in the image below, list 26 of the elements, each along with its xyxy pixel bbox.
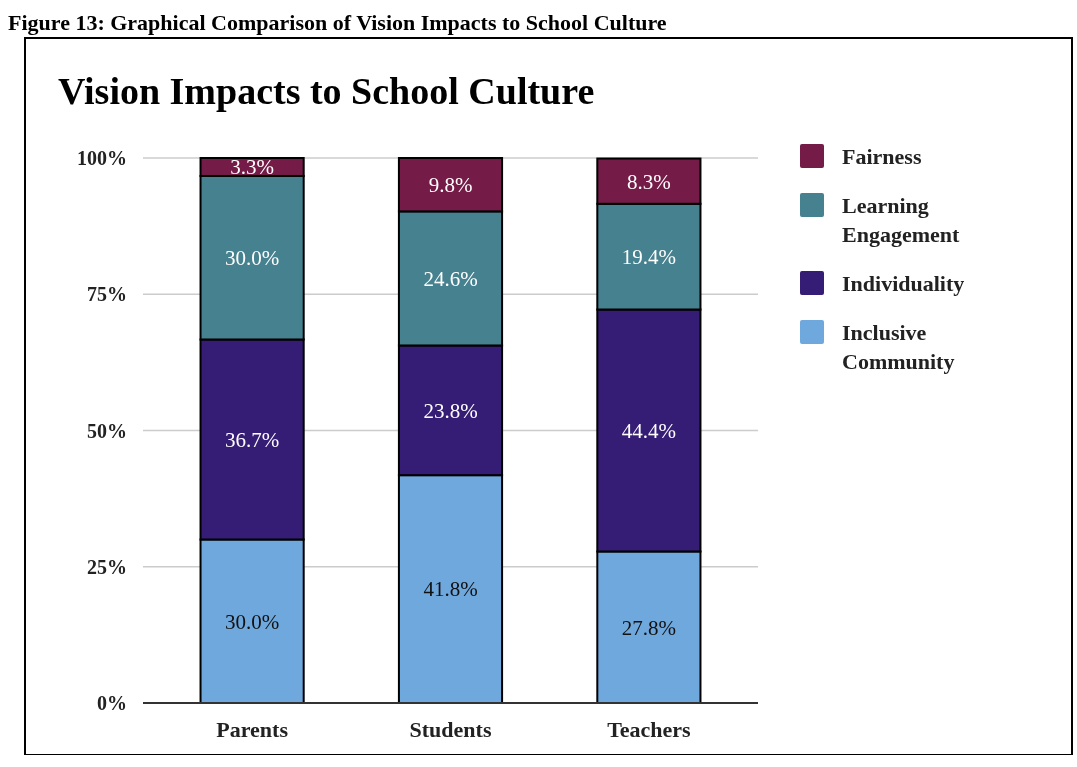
data-label: 3.3% [230,155,274,180]
chart-title: Vision Impacts to School Culture [58,70,595,112]
y-tick-label: 50% [87,419,127,442]
y-tick-label: 100% [77,147,127,169]
data-label: 36.7% [224,427,280,452]
legend-label: Individuality [842,271,965,296]
data-label: 23.8% [423,398,478,423]
data-label: 9.8% [428,173,473,198]
data-label: 19.4% [621,245,677,269]
caption: Figure 13: Graphical Comparison of Vision Impacts to School Culture [8,10,667,35]
x-tick-label: Students [409,717,492,742]
legend-label: Learning Engagement [842,193,960,247]
data-label: 27.8% [621,615,677,640]
data-label: 30.0% [224,609,280,634]
data-label: 30.0% [224,246,280,271]
data-label: 44.4% [621,418,677,443]
x-tick-label: Teachers [607,717,692,742]
x-tick-label: Parents [216,717,289,742]
data-label: 24.6% [423,266,478,291]
data-label: 8.3% [627,169,671,194]
legend-label: Inclusive Community [842,320,955,374]
y-tick-label: 0% [97,692,127,714]
y-tick-label: 25% [87,555,127,578]
y-tick-label: 75% [87,283,127,306]
data-label: 41.8% [423,577,478,602]
legend-label: Fairness [842,144,922,169]
